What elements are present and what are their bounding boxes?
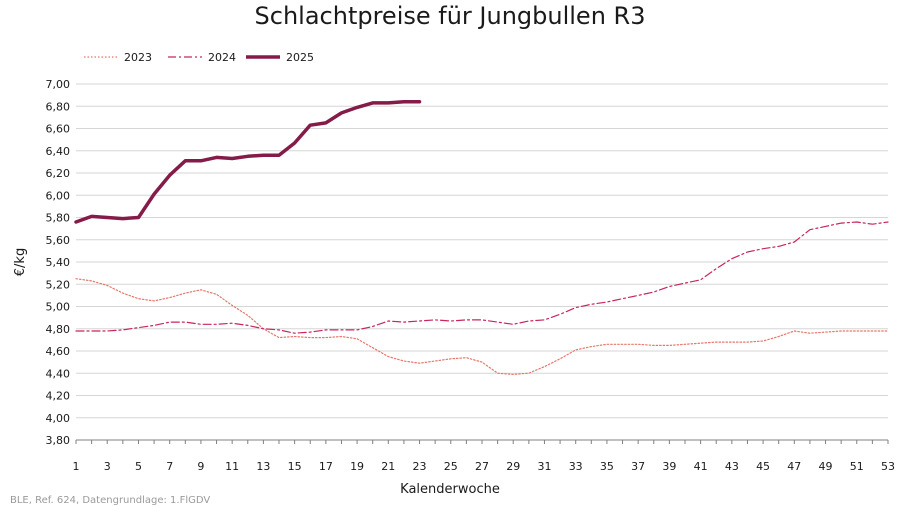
chart-title: Schlachtpreise für Jungbullen R3 <box>255 2 646 30</box>
legend: 2023 2024 2025 <box>84 51 314 64</box>
series-line-2024 <box>75 221 889 334</box>
x-tick-label: 47 <box>787 460 801 473</box>
x-tick-label: 33 <box>569 460 583 473</box>
x-tick-label: 5 <box>135 460 142 473</box>
gridlines <box>76 83 888 441</box>
x-tick-label: 7 <box>166 460 173 473</box>
x-tick-label: 11 <box>225 460 239 473</box>
x-tick-label: 49 <box>819 460 833 473</box>
x-tick-label: 17 <box>319 460 333 473</box>
x-tick-label: 23 <box>413 460 427 473</box>
x-tick-label: 29 <box>506 460 520 473</box>
y-tick-label: 6,00 <box>46 189 71 202</box>
y-tick-label: 5,40 <box>46 256 71 269</box>
y-tick-label: 4,00 <box>46 412 71 425</box>
x-tick-label: 15 <box>288 460 302 473</box>
x-tick-label: 3 <box>104 460 111 473</box>
x-tick-label: 43 <box>725 460 739 473</box>
y-axis-label: €/kg <box>13 248 28 276</box>
x-tick-label: 25 <box>444 460 458 473</box>
x-axis-ticks: 1 3 5 7 9 11 13 15 17 19 21 23 25 27 29 31 33 35 37 39 41 43 4… <box>73 440 895 473</box>
y-tick-label: 6,60 <box>46 123 71 136</box>
x-tick-label: 19 <box>350 460 364 473</box>
y-tick-label: 4,60 <box>46 345 71 358</box>
x-tick-label: 27 <box>475 460 489 473</box>
legend-label-2024: 2024 <box>208 51 236 64</box>
y-tick-label: 6,80 <box>46 100 71 113</box>
series-line-2025 <box>74 100 422 224</box>
y-tick-label: 7,00 <box>46 78 71 91</box>
legend-label-2023: 2023 <box>124 51 152 64</box>
x-tick-label: 1 <box>73 460 80 473</box>
x-tick-label: 9 <box>197 460 204 473</box>
x-tick-label: 39 <box>662 460 676 473</box>
y-tick-label: 4,40 <box>46 367 71 380</box>
series-lines <box>74 100 889 375</box>
x-tick-label: 13 <box>256 460 270 473</box>
series-line-2023 <box>75 278 889 375</box>
x-tick-label: 37 <box>631 460 645 473</box>
y-tick-label: 5,60 <box>46 234 71 247</box>
y-tick-label: 4,80 <box>46 323 71 336</box>
x-tick-label: 31 <box>537 460 551 473</box>
y-tick-label: 6,20 <box>46 167 71 180</box>
source-note: BLE, Ref. 624, Datengrundlage: 1.FlGDV <box>10 495 210 506</box>
y-tick-label: 5,20 <box>46 278 71 291</box>
y-axis-ticks: 3,80 4,00 4,20 4,40 4,60 4,80 5,00 5,20 5,40 5,60… <box>46 78 71 447</box>
x-axis-label: Kalenderwoche <box>400 482 500 497</box>
y-tick-label: 5,00 <box>46 301 71 314</box>
y-tick-label: 4,20 <box>46 390 71 403</box>
x-tick-label: 45 <box>756 460 770 473</box>
x-tick-label: 41 <box>694 460 708 473</box>
y-tick-label: 5,80 <box>46 212 71 225</box>
y-tick-label: 3,80 <box>46 434 71 447</box>
x-tick-label: 35 <box>600 460 614 473</box>
legend-label-2025: 2025 <box>286 51 314 64</box>
x-tick-label: 21 <box>381 460 395 473</box>
x-tick-label: 51 <box>850 460 864 473</box>
y-tick-label: 6,40 <box>46 145 71 158</box>
x-tick-label: 53 <box>881 460 895 473</box>
